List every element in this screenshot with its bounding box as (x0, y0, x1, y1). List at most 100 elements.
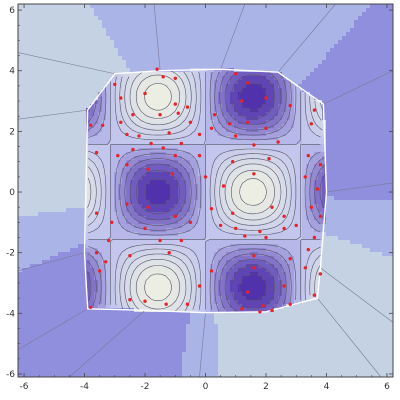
fill-cell (230, 84, 235, 89)
fill-cell (322, 72, 327, 77)
fill-cell (174, 52, 179, 57)
fill-cell (178, 168, 183, 173)
fill-cell (190, 104, 195, 109)
fill-cell (154, 100, 159, 105)
fill-cell (230, 128, 235, 133)
fill-cell (194, 32, 199, 37)
fill-cell (274, 212, 279, 217)
fill-cell (214, 52, 219, 57)
fill-cell (258, 20, 263, 25)
fill-cell (370, 16, 375, 21)
fill-cell (174, 136, 179, 141)
fill-cell (138, 172, 143, 177)
fill-cell (234, 172, 239, 177)
fill-cell (54, 140, 59, 145)
fill-cell (234, 184, 239, 189)
fill-cell (98, 52, 103, 57)
fill-cell (110, 192, 115, 197)
fill-cell (250, 84, 255, 89)
fill-cell (98, 104, 103, 109)
fill-cell (234, 92, 239, 97)
fill-cell (66, 196, 71, 201)
fill-cell (214, 96, 219, 101)
fill-cell (266, 164, 271, 169)
fill-cell (34, 208, 39, 213)
fill-cell (378, 56, 383, 61)
fill-cell (50, 76, 55, 81)
fill-cell (270, 144, 275, 149)
fill-cell (270, 40, 275, 45)
fill-cell (134, 112, 139, 117)
fill-cell (102, 8, 107, 13)
fill-cell (290, 172, 295, 177)
fill-cell (90, 104, 95, 109)
fill-cell (182, 148, 187, 153)
fill-cell (102, 196, 107, 201)
fill-cell (162, 140, 167, 145)
fill-cell (226, 48, 231, 53)
fill-cell (386, 128, 391, 133)
fill-cell (162, 100, 167, 105)
fill-cell (334, 172, 339, 177)
fill-cell (318, 36, 323, 41)
fill-cell (66, 84, 71, 89)
fill-cell (82, 92, 87, 97)
fill-cell (82, 164, 87, 169)
fill-cell (270, 104, 275, 109)
fill-cell (362, 132, 367, 137)
fill-cell (378, 72, 383, 77)
fill-cell (366, 88, 371, 93)
fill-cell (302, 84, 307, 89)
fill-cell (274, 108, 279, 113)
fill-cell (354, 124, 359, 129)
fill-cell (134, 116, 139, 121)
fill-cell (254, 152, 259, 157)
fill-cell (266, 120, 271, 125)
fill-cell (34, 132, 39, 137)
fill-cell (254, 64, 259, 69)
fill-cell (178, 32, 183, 37)
fill-cell (54, 88, 59, 93)
fill-cell (194, 140, 199, 145)
fill-cell (122, 12, 127, 17)
fill-cell (374, 168, 379, 173)
fill-cell (134, 168, 139, 173)
fill-cell (390, 108, 393, 113)
fill-cell (74, 20, 79, 25)
fill-cell (38, 12, 43, 17)
fill-cell (342, 100, 347, 105)
fill-cell (318, 12, 323, 17)
fill-cell (54, 192, 59, 197)
fill-cell (50, 208, 55, 213)
fill-cell (90, 84, 95, 89)
fill-cell (158, 192, 163, 197)
fill-cell (310, 136, 315, 141)
fill-cell (194, 152, 199, 157)
fill-cell (218, 96, 223, 101)
fill-cell (130, 52, 135, 57)
fill-cell (70, 68, 75, 73)
fill-cell (46, 64, 51, 69)
fill-cell (222, 80, 227, 85)
fill-cell (330, 152, 335, 157)
fill-cell (350, 104, 355, 109)
fill-cell (50, 60, 55, 65)
fill-cell (326, 132, 331, 137)
fill-cell (146, 72, 151, 77)
fill-cell (62, 160, 67, 165)
fill-cell (18, 80, 23, 85)
fill-cell (74, 80, 79, 85)
fill-cell (34, 52, 39, 57)
fill-cell (346, 68, 351, 73)
fill-cell (50, 68, 55, 73)
fill-cell (122, 52, 127, 57)
fill-cell (146, 180, 151, 185)
fill-cell (98, 64, 103, 69)
fill-cell (22, 172, 27, 177)
fill-cell (274, 148, 279, 153)
fill-cell (206, 92, 211, 97)
fill-cell (294, 180, 299, 185)
fill-cell (350, 48, 355, 53)
fill-cell (46, 16, 51, 21)
fill-cell (222, 56, 227, 61)
